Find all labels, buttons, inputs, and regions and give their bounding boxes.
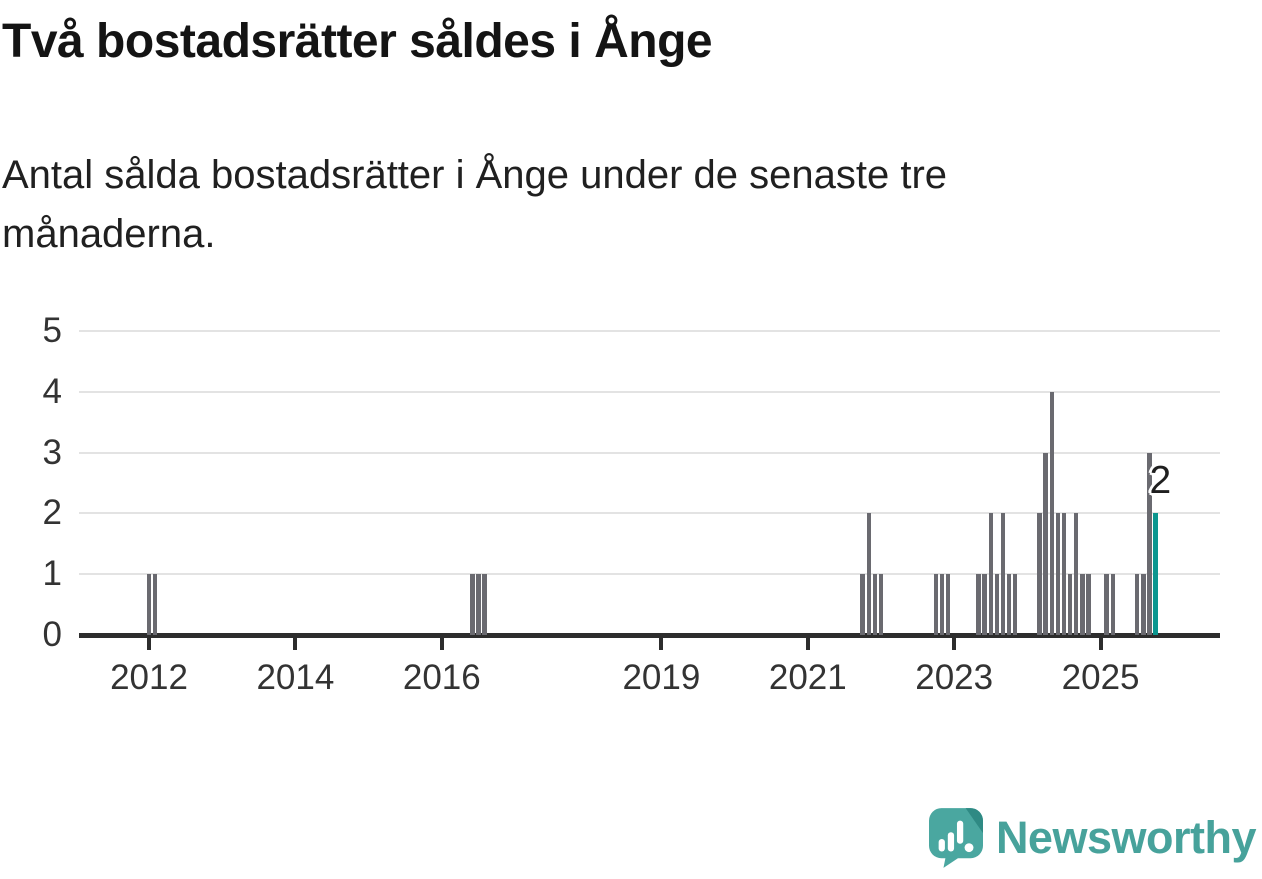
y-axis-tick-label: 4	[42, 371, 62, 411]
chart-bar	[939, 574, 945, 635]
chart-bar	[1000, 513, 1006, 635]
gridline	[79, 573, 1220, 576]
chart-bar	[1080, 574, 1085, 635]
chart-bar	[1006, 574, 1012, 635]
chart-bar	[860, 574, 865, 635]
chart-bar	[1110, 574, 1116, 635]
gridline	[79, 451, 1220, 454]
newsworthy-logo-icon	[928, 808, 983, 868]
chart-bar	[1147, 452, 1152, 635]
x-axis-line	[79, 633, 1220, 638]
chart-bar	[1012, 574, 1018, 635]
x-axis-tick	[1098, 637, 1103, 650]
newsworthy-logo-text: Newsworthy	[995, 812, 1257, 863]
chart-bar	[866, 513, 872, 635]
chart-subtitle: Antal sålda bostadsrätter i Ånge under d…	[2, 146, 1192, 264]
y-axis-tick-label: 1	[42, 554, 62, 594]
chart-bar	[1141, 574, 1146, 635]
chart-bar	[872, 574, 878, 635]
chart-bar	[994, 574, 1000, 635]
chart-bar	[1073, 513, 1079, 635]
x-axis-tick	[805, 637, 810, 650]
chart-bar	[982, 574, 987, 635]
x-axis-tick-label: 2016	[402, 658, 481, 697]
chart-bar	[470, 574, 475, 635]
x-axis-tick-label: 2025	[1061, 658, 1140, 697]
chart-bar	[1104, 574, 1109, 635]
y-axis-tick-label: 3	[42, 432, 62, 472]
chart-bar	[933, 574, 939, 635]
y-axis-tick-label: 0	[42, 615, 62, 654]
chart-bar	[152, 574, 158, 635]
gridline	[79, 330, 1220, 332]
x-axis-tick-label: 2023	[915, 658, 994, 697]
chart-subtitle-line-1: Antal sålda bostadsrätter i Ånge under d…	[2, 153, 948, 197]
page-title: Två bostadsrätter såldes i Ånge	[2, 15, 713, 68]
chart-bar	[1055, 513, 1061, 635]
x-axis-tick	[439, 637, 444, 650]
gridline	[79, 512, 1220, 515]
x-axis-tick-label: 2012	[110, 658, 188, 697]
chart-bar	[1043, 452, 1048, 635]
chart-bar	[1061, 513, 1067, 635]
x-axis-tick	[952, 637, 957, 650]
chart-bar-highlighted	[1153, 513, 1158, 635]
x-axis-tick	[293, 637, 298, 650]
chart-bar	[976, 574, 981, 635]
latest-value-label: 2	[1149, 459, 1172, 503]
chart-bar	[878, 574, 884, 635]
x-axis-tick-label: 2021	[768, 658, 847, 697]
x-axis-tick	[147, 637, 151, 650]
chart-bar	[988, 513, 994, 635]
chart-bar	[1086, 574, 1091, 635]
chart-bar	[945, 574, 951, 635]
x-axis-tick-label: 2014	[256, 658, 335, 697]
chart-bar	[146, 574, 152, 635]
x-axis-tick	[659, 637, 664, 650]
x-axis-tick-label: 2019	[622, 658, 701, 697]
gridline	[79, 390, 1220, 393]
chart-bar	[476, 574, 481, 635]
chart-bar	[1134, 574, 1140, 635]
chart-bar	[1037, 513, 1042, 635]
chart-bar	[1049, 391, 1055, 635]
chart-bar	[1067, 574, 1073, 635]
y-axis-tick-label: 5	[42, 311, 62, 350]
y-axis-tick-label: 2	[42, 493, 62, 533]
chart-subtitle-line-2: månaderna.	[2, 212, 216, 256]
newsworthy-logo: Newsworthy	[928, 808, 1257, 868]
chart-bar	[482, 574, 487, 635]
